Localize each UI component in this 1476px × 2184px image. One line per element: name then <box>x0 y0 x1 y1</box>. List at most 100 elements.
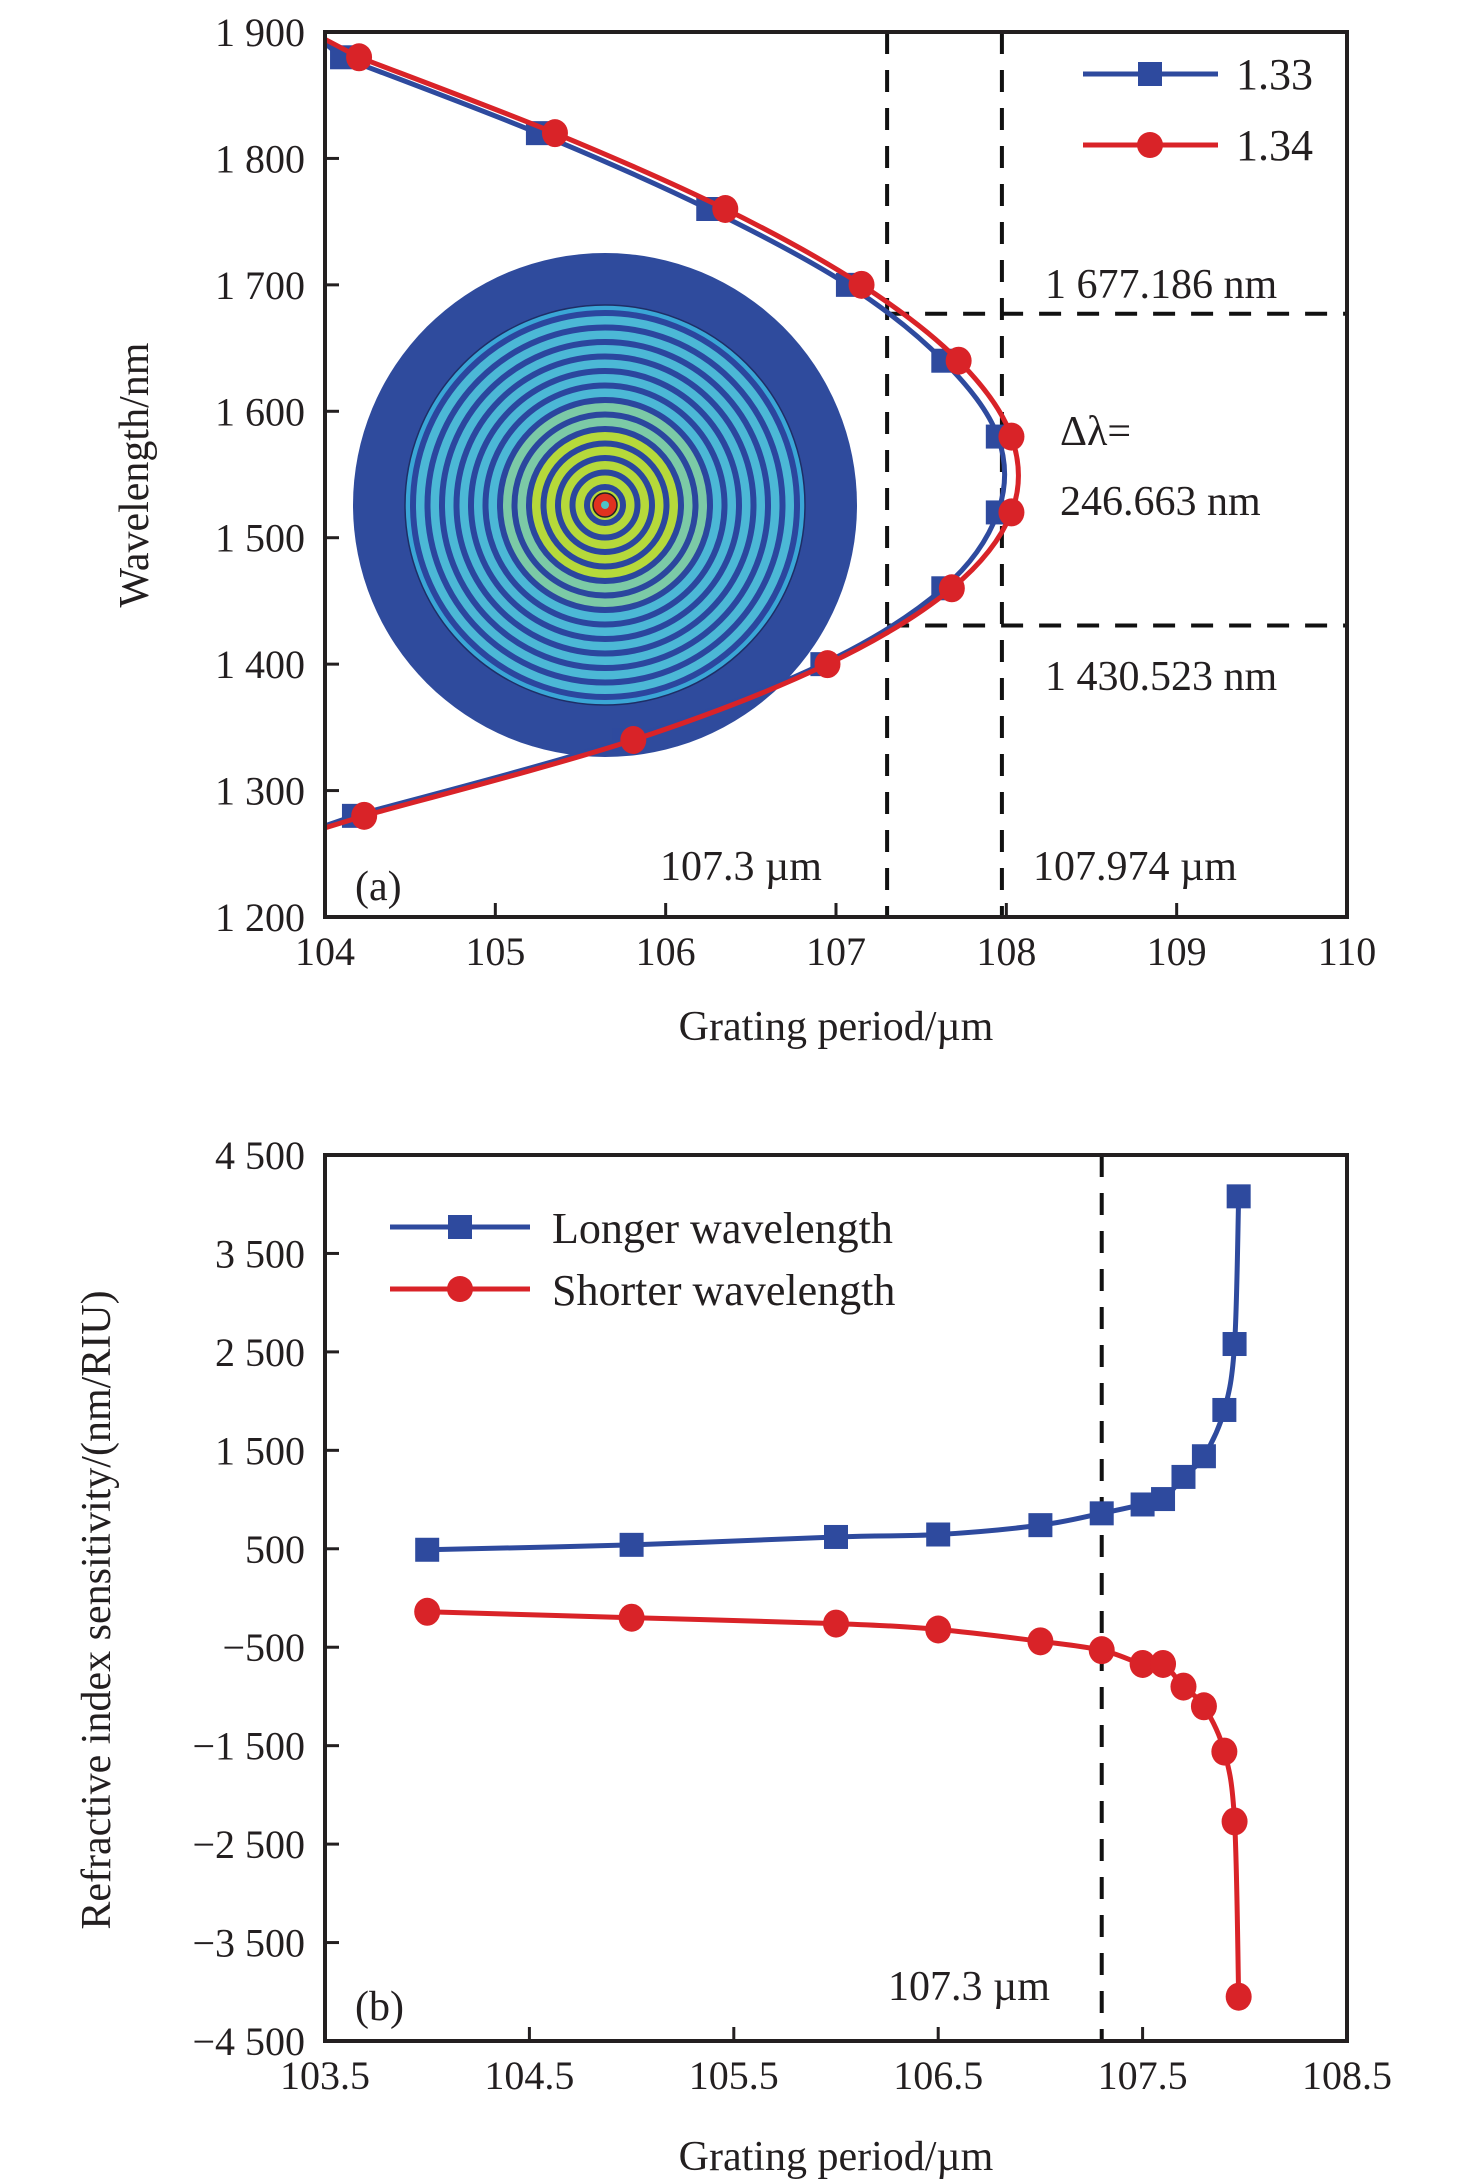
vline-label-107-3: 107.3 µm <box>888 1964 1050 2010</box>
circle-marker-icon <box>1137 132 1163 158</box>
legend-item-longer-wavelength: Longer wavelength <box>390 1204 893 1253</box>
panel-a-tag: (a) <box>355 864 402 910</box>
panel-a-chart: 104 105 106 107 108 109 110 1 200 1 300 1 400 1 50… <box>112 10 1376 1050</box>
x-tick-label: 105 <box>465 929 525 974</box>
data-point-circle <box>1225 1982 1252 2011</box>
panel-a-legend: 1.33 1.34 <box>1083 50 1313 170</box>
x-tick-label: 107.5 <box>1098 2053 1188 2098</box>
data-point-square <box>1212 1397 1237 1422</box>
y-tick-label: −2 500 <box>192 1822 305 1867</box>
panel-b-legend: Longer wavelength Shorter wavelength <box>390 1204 895 1315</box>
legend-label: 1.34 <box>1236 121 1313 170</box>
y-tick-label: −3 500 <box>192 1921 305 1966</box>
data-point-circle <box>814 650 841 679</box>
panel-b-y-axis-title: Refractive index sensitivity/(nm/RIU) <box>74 1290 120 1929</box>
legend-item-shorter-wavelength: Shorter wavelength <box>390 1266 895 1315</box>
data-point-circle <box>351 801 378 830</box>
data-point-square <box>1191 1444 1216 1469</box>
legend-item-1-33: 1.33 <box>1083 50 1313 99</box>
vline-label-107-3: 107.3 µm <box>660 844 822 890</box>
y-tick-label: 4 500 <box>215 1133 305 1178</box>
panel-a-ticks: 104 105 106 107 108 109 110 1 200 1 300 1 400 1 50… <box>215 10 1376 974</box>
data-point-square <box>1222 1332 1247 1357</box>
x-tick-label: 110 <box>1318 929 1377 974</box>
y-tick-label: 1 200 <box>215 895 305 940</box>
y-tick-label: 1 400 <box>215 642 305 687</box>
y-tick-label: 3 500 <box>215 1231 305 1276</box>
delta-lambda-value: 246.663 nm <box>1060 479 1261 525</box>
square-marker-icon <box>448 1215 472 1239</box>
data-point-circle <box>1190 1692 1217 1721</box>
delta-lambda-label: Δλ= <box>1060 409 1131 455</box>
data-point-square <box>926 1522 951 1547</box>
panel-b-frame <box>323 1153 1349 2043</box>
data-point-circle <box>1129 1649 1156 1678</box>
data-point-square <box>824 1524 848 1549</box>
data-point-circle <box>1150 1649 1177 1678</box>
y-tick-label: 1 600 <box>215 389 305 434</box>
x-tick-label: 106 <box>636 929 696 974</box>
mode-field-inset-image <box>353 253 857 757</box>
y-tick-label: 1 800 <box>215 136 305 181</box>
vline-label-107-974: 107.974 µm <box>1033 844 1237 890</box>
circle-marker-icon <box>447 1276 473 1302</box>
hline-label-bottom: 1 430.523 nm <box>1045 654 1278 700</box>
panel-a-y-axis-title: Wavelength/nm <box>112 342 158 607</box>
y-tick-label: 1 900 <box>215 10 305 55</box>
x-tick-label: 104 <box>295 929 355 974</box>
y-tick-label: 1 500 <box>215 516 305 561</box>
panel-a-x-axis-title: Grating period/µm <box>679 1004 994 1050</box>
data-point-circle <box>1211 1737 1238 1766</box>
data-point-circle <box>1170 1672 1197 1701</box>
data-point-square <box>619 1532 644 1557</box>
panel-b-series <box>414 1184 1252 2011</box>
data-point-circle <box>346 43 373 72</box>
x-tick-label: 106.5 <box>893 2053 983 2098</box>
y-tick-label: −1 500 <box>192 1724 305 1769</box>
data-point-circle <box>712 195 739 223</box>
field-center-dot <box>601 501 609 509</box>
hline-label-top: 1 677.186 nm <box>1045 262 1278 308</box>
data-point-square <box>415 1537 440 1562</box>
data-point-circle <box>1088 1636 1115 1665</box>
panel-a-reference-lines <box>885 32 1347 917</box>
data-point-circle <box>823 1609 849 1638</box>
data-point-circle <box>998 498 1025 527</box>
data-point-circle <box>414 1597 441 1626</box>
legend-label: Shorter wavelength <box>552 1266 895 1315</box>
data-point-circle <box>620 726 647 754</box>
y-tick-label: −500 <box>222 1625 305 1670</box>
square-marker-icon <box>1138 62 1162 86</box>
data-point-circle <box>1221 1807 1248 1836</box>
legend-label: 1.33 <box>1236 50 1313 99</box>
x-tick-label: 105.5 <box>689 2053 779 2098</box>
y-tick-label: −4 500 <box>192 2019 305 2064</box>
x-tick-label: 109 <box>1147 929 1207 974</box>
panel-b-ticks: 103.5 104.5 105.5 106.5 107.5 108.5 4 500 3 500… <box>192 1133 1392 2098</box>
x-tick-label: 104.5 <box>484 2053 574 2098</box>
legend-item-1-34: 1.34 <box>1083 121 1313 170</box>
x-tick-label: 103.5 <box>280 2053 370 2098</box>
x-tick-label: 107 <box>806 929 866 974</box>
data-point-circle <box>1027 1627 1054 1656</box>
data-point-square <box>1089 1501 1114 1526</box>
y-tick-label: 500 <box>245 1527 305 1572</box>
data-point-circle <box>998 422 1025 451</box>
data-point-circle <box>945 346 972 375</box>
y-tick-label: 1 300 <box>215 769 305 814</box>
data-point-square <box>1028 1513 1053 1538</box>
panel-b-x-axis-title: Grating period/µm <box>679 2134 994 2180</box>
data-point-square <box>1171 1464 1196 1489</box>
panel-b-tag: (b) <box>355 1984 404 2030</box>
x-tick-label: 108 <box>976 929 1036 974</box>
y-tick-label: 2 500 <box>215 1330 305 1375</box>
x-tick-label: 108.5 <box>1302 2053 1392 2098</box>
data-point-circle <box>938 574 965 603</box>
data-point-circle <box>541 119 568 148</box>
data-point-square <box>1151 1487 1176 1512</box>
y-tick-label: 1 500 <box>215 1428 305 1473</box>
data-point-square <box>1226 1184 1251 1209</box>
panel-a-series <box>323 37 1025 831</box>
legend-label: Longer wavelength <box>552 1204 893 1253</box>
